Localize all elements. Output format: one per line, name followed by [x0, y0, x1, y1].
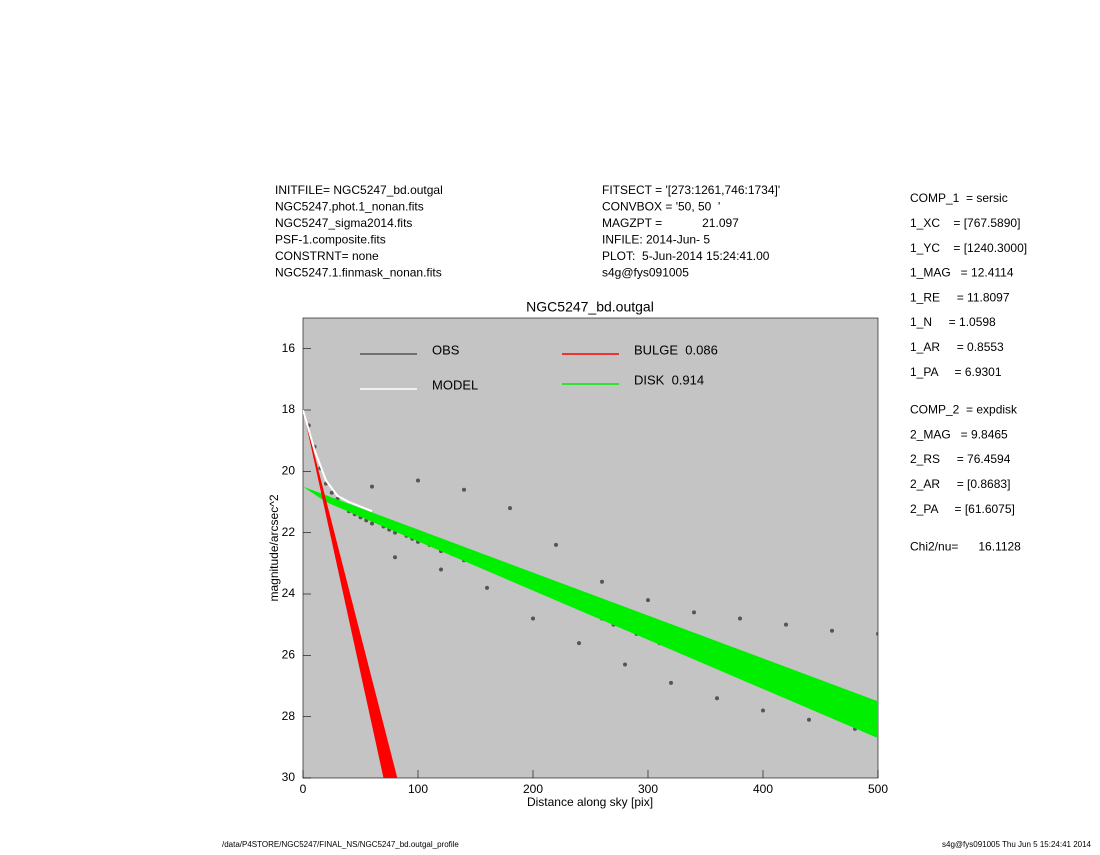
info-middle: INFILE: 2014-Jun- 5 — [602, 233, 710, 247]
info-right: 1_RE = 11.8097 — [910, 290, 1010, 304]
y-tick-label: 20 — [282, 464, 296, 478]
legend-label: OBS — [432, 342, 460, 357]
info-middle: CONVBOX = '50, 50 ' — [602, 200, 720, 214]
obs-point — [646, 598, 650, 603]
y-tick-label: 28 — [282, 709, 296, 723]
info-middle: MAGZPT = 21.097 — [602, 216, 739, 230]
info-left: PSF-1.composite.fits — [275, 233, 386, 247]
obs-point — [370, 521, 374, 526]
info-right: 1_YC = [1240.3000] — [910, 241, 1027, 255]
y-tick-label: 22 — [282, 525, 296, 539]
obs-point — [393, 555, 397, 560]
legend-label: MODEL — [432, 377, 478, 392]
y-axis-label: magnitude/arcsec^2 — [267, 494, 281, 601]
obs-point — [761, 708, 765, 713]
obs-point — [370, 484, 374, 489]
model-line — [303, 409, 373, 513]
obs-point — [807, 717, 811, 722]
y-tick-label: 24 — [282, 586, 296, 600]
x-tick-label: 200 — [523, 782, 543, 796]
info-right: 1_MAG = 12.4114 — [910, 266, 1014, 280]
obs-point — [623, 662, 627, 667]
info-right: 1_PA = 6.9301 — [910, 365, 1002, 379]
info-right: 2_RS = 76.4594 — [910, 452, 1011, 466]
plot-area — [302, 317, 879, 779]
obs-point — [692, 610, 696, 615]
info-middle: s4g@fys091005 — [602, 266, 689, 280]
legend-label: DISK 0.914 — [634, 372, 704, 387]
obs-point — [439, 567, 443, 572]
x-tick-label: 500 — [868, 782, 888, 796]
footer-path: /data/P4STORE/NGC5247/FINAL_NS/NGC5247_b… — [222, 840, 459, 849]
x-tick-label: 300 — [638, 782, 658, 796]
info-left: NGC5247_sigma2014.fits — [275, 216, 412, 230]
obs-point — [830, 628, 834, 633]
component-band — [303, 410, 398, 778]
obs-point — [508, 506, 512, 511]
info-right: 2_AR = [0.8683] — [910, 477, 1010, 491]
info-left: INITFILE= NGC5247_bd.outgal — [275, 183, 443, 197]
obs-point — [416, 478, 420, 483]
obs-point — [554, 542, 558, 547]
x-tick-label: 0 — [300, 782, 307, 796]
info-middle: PLOT: 5-Jun-2014 15:24:41.00 — [602, 249, 770, 263]
info-right: COMP_2 = expdisk — [910, 403, 1018, 417]
info-left: NGC5247.phot.1_nonan.fits — [275, 200, 424, 214]
y-tick-label: 16 — [282, 341, 296, 355]
obs-point — [715, 696, 719, 701]
obs-point — [669, 680, 673, 685]
obs-point — [485, 585, 489, 590]
x-axis-label: Distance along sky [pix] — [527, 795, 653, 809]
y-tick-label: 26 — [282, 648, 296, 662]
obs-point — [577, 641, 581, 646]
info-right: 1_N = 1.0598 — [910, 315, 996, 329]
obs-point — [876, 631, 878, 636]
info-right: 1_XC = [767.5890] — [910, 216, 1020, 230]
info-right: Chi2/nu= 16.1128 — [910, 540, 1021, 554]
obs-point — [600, 579, 604, 584]
info-right: 2_PA = [61.6075] — [910, 502, 1015, 516]
obs-point — [738, 616, 742, 621]
chart-title: NGC5247_bd.outgal — [526, 299, 654, 315]
footer-stamp: s4g@fys091005 Thu Jun 5 15:24:41 2014 — [942, 840, 1092, 849]
legend-label: BULGE 0.086 — [634, 342, 718, 357]
y-tick-label: 18 — [282, 402, 296, 416]
info-right: 2_MAG = 9.8465 — [910, 427, 1008, 441]
info-right: COMP_1 = sersic — [910, 191, 1008, 205]
info-left: CONSTRNT= none — [275, 249, 379, 263]
x-tick-label: 100 — [408, 782, 428, 796]
obs-point — [531, 616, 535, 621]
obs-point — [784, 622, 788, 627]
info-left: NGC5247.1.finmask_nonan.fits — [275, 266, 442, 280]
obs-point — [329, 490, 334, 495]
component-band — [303, 486, 878, 739]
info-right: 1_AR = 0.8553 — [910, 340, 1004, 354]
info-middle: FITSECT = '[273:1261,746:1734]' — [602, 183, 780, 197]
obs-point — [462, 487, 466, 492]
y-tick-label: 30 — [282, 770, 296, 784]
x-tick-label: 400 — [753, 782, 773, 796]
